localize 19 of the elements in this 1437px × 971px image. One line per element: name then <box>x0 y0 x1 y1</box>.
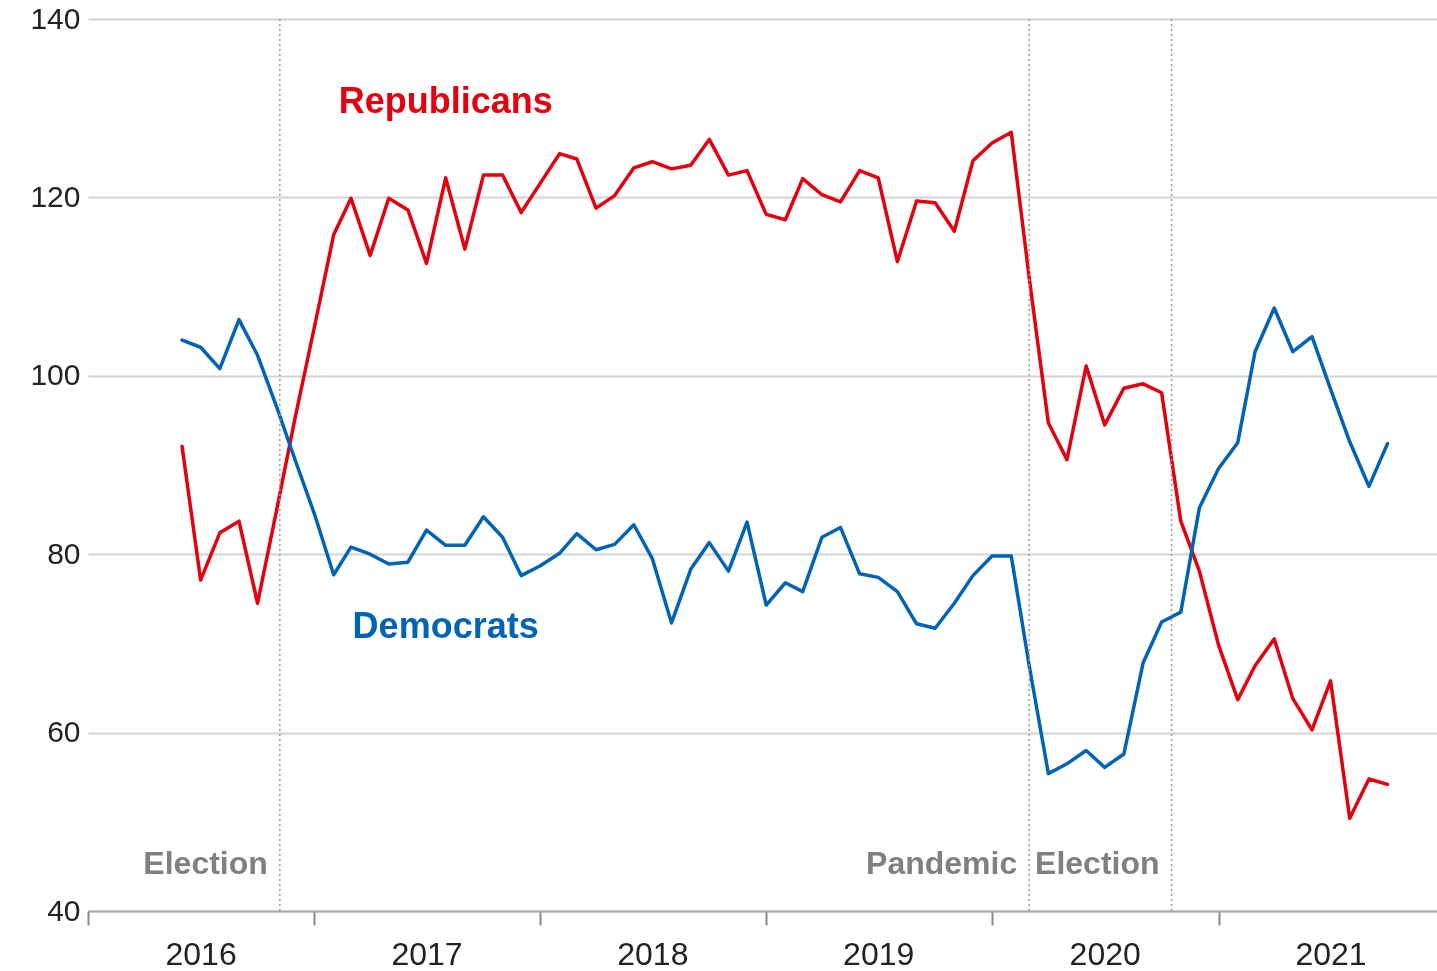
x-tick-label: 2017 <box>391 935 463 971</box>
y-tick-label: 40 <box>47 893 81 927</box>
ref-line-label: Election <box>1035 845 1160 881</box>
x-tick-label: 2021 <box>1295 935 1367 971</box>
y-tick-label: 80 <box>47 536 81 570</box>
y-tick-label: 140 <box>30 1 81 35</box>
x-tick-label: 2020 <box>1069 935 1141 971</box>
ref-line-label: Pandemic <box>866 845 1018 881</box>
line-series <box>180 306 1390 776</box>
x-tick-label: 2016 <box>165 935 237 971</box>
x-tick-label: 2019 <box>843 935 915 971</box>
y-tick-label: 100 <box>30 358 81 392</box>
series-label: Democrats <box>352 605 539 647</box>
x-tick-label: 2018 <box>617 935 689 971</box>
ref-line-label: Election <box>143 845 268 881</box>
series-label: Republicans <box>338 79 553 121</box>
y-tick-label: 120 <box>30 179 81 213</box>
line-series <box>180 130 1390 820</box>
y-tick-label: 60 <box>47 715 81 749</box>
